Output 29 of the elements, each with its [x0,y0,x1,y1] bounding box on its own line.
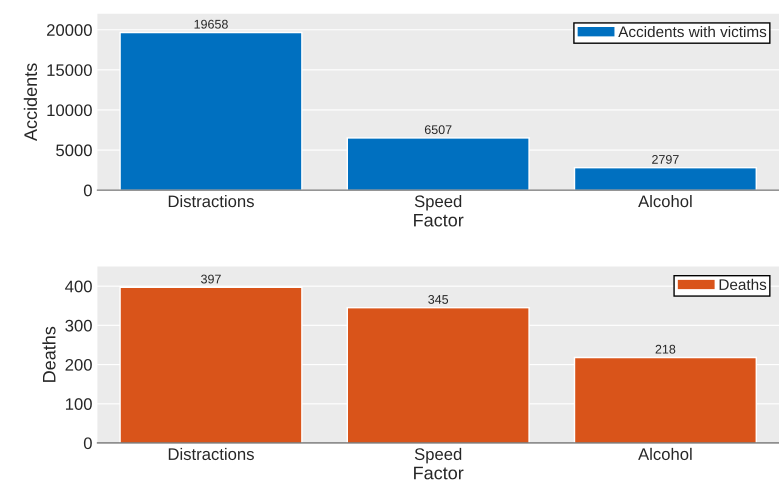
y-tick-label: 20000 [47,24,92,36]
y-tick-label: 400 [65,280,92,292]
data-label: 19658 [194,20,228,29]
x-tick-label: Alcohol [638,194,692,208]
y-tick-label: 0 [84,437,92,450]
data-label: 345 [428,295,448,304]
bar [574,167,757,190]
legend-label: Deaths [720,278,766,290]
y-tick-label: 10000 [47,104,92,116]
y-tick-label: 5000 [56,144,92,156]
y-tick-label: 100 [66,398,92,410]
x-tick-label: Speed [414,448,462,464]
data-label: 2797 [652,154,679,164]
y-axis-title: Accidents [24,63,38,142]
data-label: 6507 [424,125,452,134]
x-axis-title: Factor [414,466,464,480]
y-tick-label: 200 [66,358,92,371]
x-tick-label: Distractions [168,194,254,208]
legend-label: Accidents with victims [618,26,766,38]
y-axis-title: Deaths [42,326,56,382]
x-tick-label: Speed [414,194,462,211]
x-tick-label: Distractions [168,448,254,460]
y-tick-label: 300 [65,320,92,332]
data-label: 397 [201,274,221,284]
x-axis-title: Factor [414,214,464,227]
x-tick-label: Alcohol [638,448,692,460]
y-tick-label: 0 [84,184,92,196]
y-tick-label: 15000 [47,64,92,76]
data-label: 218 [656,344,676,354]
